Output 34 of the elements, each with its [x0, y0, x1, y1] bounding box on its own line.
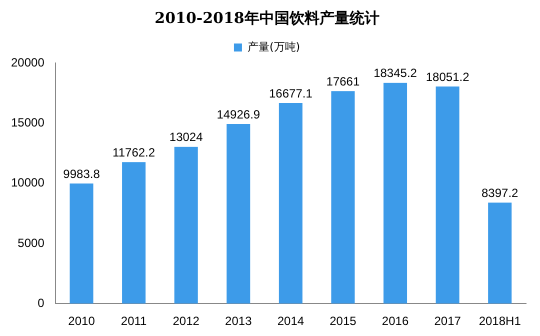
- data-label: 18345.2: [374, 66, 418, 80]
- legend-label: 产量(万吨): [247, 40, 300, 54]
- x-tick-label: 2017: [434, 314, 462, 328]
- x-tick-label: 2010: [68, 314, 96, 328]
- data-label: 11762.2: [112, 145, 156, 160]
- data-label: 14926.9: [216, 107, 260, 122]
- x-tick-label: 2016: [382, 314, 409, 328]
- data-label: 13024: [169, 130, 204, 144]
- y-tick-label: 5000: [18, 236, 45, 250]
- bar: [174, 146, 198, 304]
- data-label: 9983.8: [63, 166, 100, 181]
- bar: [436, 86, 460, 304]
- x-tick-label: 2012: [172, 314, 200, 328]
- bar: [70, 183, 94, 304]
- x-tick-label: 2015: [330, 314, 357, 328]
- data-label: 18051.2: [426, 70, 470, 84]
- bar: [331, 91, 355, 304]
- bar: [278, 102, 302, 304]
- y-tick-label: 10000: [10, 176, 45, 190]
- bar: [488, 202, 512, 304]
- x-tick-label: 2014: [277, 314, 304, 328]
- data-label: 8397.2: [482, 186, 519, 200]
- x-tick-label: 2018H1: [478, 314, 522, 328]
- bar: [122, 162, 146, 304]
- chart-title: 2010-2018年中国饮料产量统计: [154, 8, 380, 27]
- data-label: 17661: [326, 74, 360, 88]
- y-tick-label: 20000: [10, 55, 45, 70]
- y-tick-label: 0: [38, 296, 45, 310]
- data-label: 16677.1: [268, 86, 313, 100]
- bar: [226, 124, 250, 304]
- x-tick-label: 2011: [120, 314, 148, 328]
- bar: [384, 82, 408, 304]
- x-tick-label: 2013: [225, 314, 252, 328]
- y-tick-label: 15000: [10, 115, 45, 130]
